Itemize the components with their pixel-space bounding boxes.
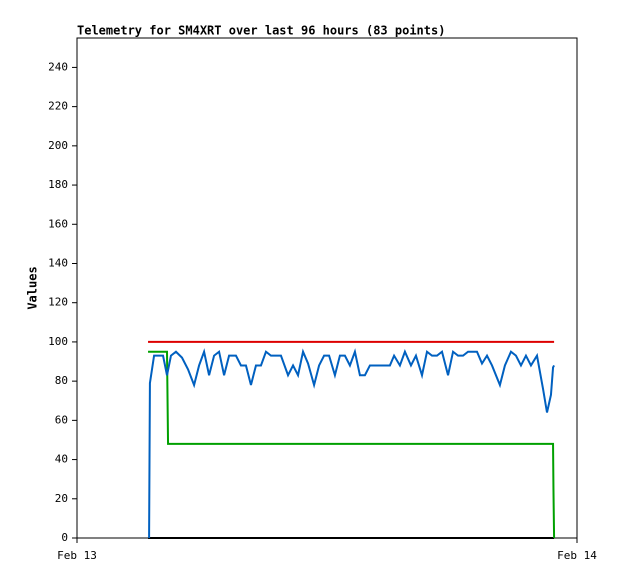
x-tick-label: Feb 13 [57, 549, 97, 562]
y-tick-label: 240 [48, 60, 68, 73]
y-tick-label: 220 [48, 100, 68, 113]
x-tick-label: Feb 14 [557, 549, 597, 562]
chart-title: Telemetry for SM4XRT over last 96 hours … [77, 24, 445, 38]
y-tick-label: 100 [48, 335, 68, 348]
y-tick-label: 0 [61, 531, 68, 544]
y-tick-label: 180 [48, 178, 68, 191]
y-tick-label: 140 [48, 256, 68, 269]
y-tick-label: 120 [48, 296, 68, 309]
y-tick-label: 160 [48, 217, 68, 230]
series-line [148, 348, 555, 539]
y-tick-label: 40 [55, 453, 68, 466]
y-tick-label: 20 [55, 492, 68, 505]
y-tick-label: 80 [55, 374, 68, 387]
series-line [148, 350, 556, 539]
y-tick-label: 60 [55, 413, 68, 426]
y-axis-label: Values [26, 266, 40, 309]
y-tick-label: 200 [48, 139, 68, 152]
